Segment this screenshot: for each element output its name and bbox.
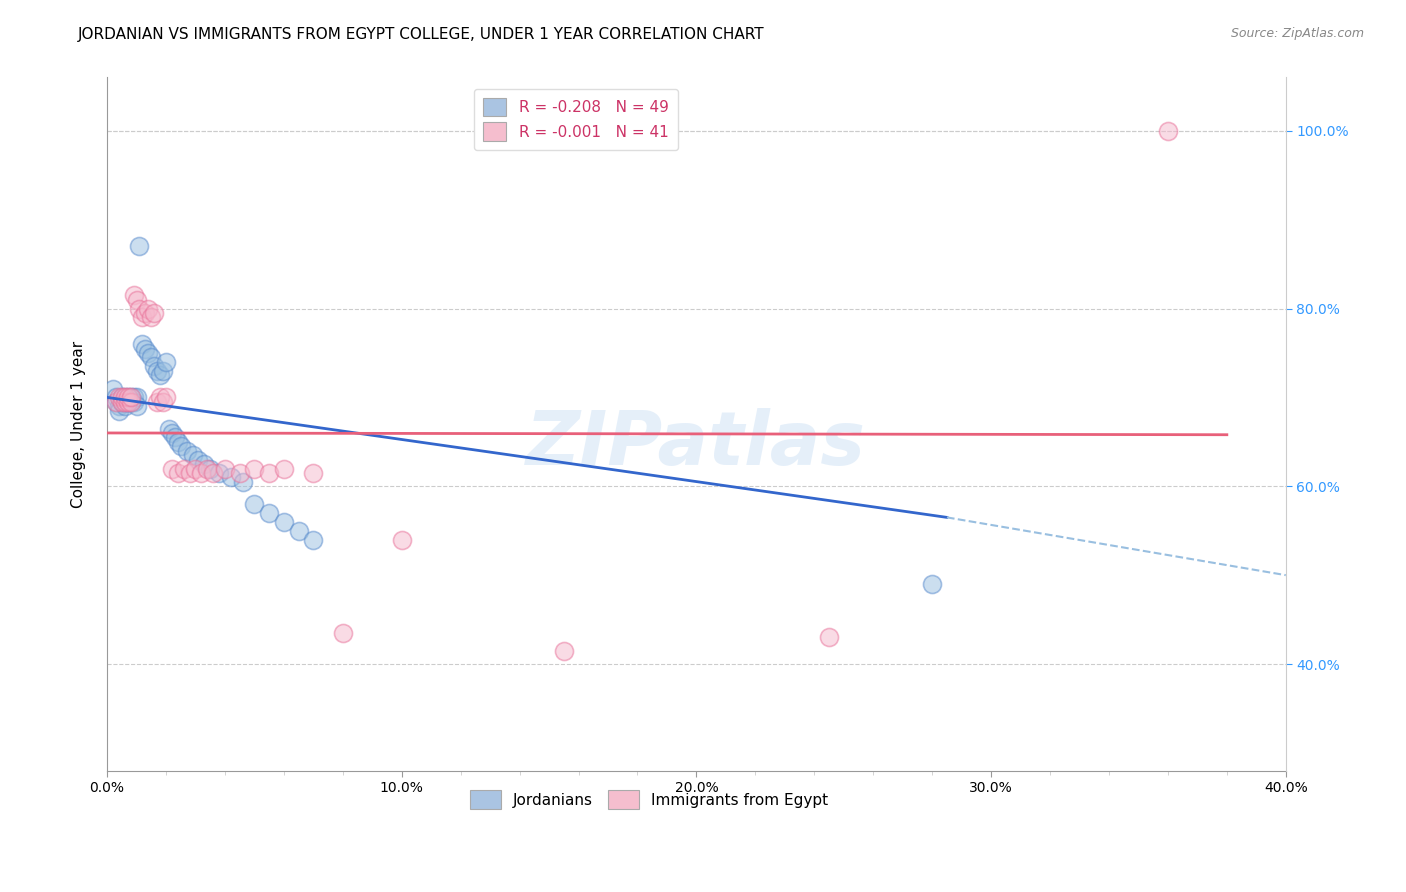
Point — [160, 461, 183, 475]
Point — [120, 394, 142, 409]
Point — [200, 461, 222, 475]
Point — [187, 452, 209, 467]
Point — [391, 533, 413, 547]
Point — [818, 631, 841, 645]
Point — [117, 391, 139, 405]
Point — [228, 466, 250, 480]
Point — [120, 391, 142, 405]
Point — [179, 466, 201, 480]
Point — [125, 399, 148, 413]
Y-axis label: College, Under 1 year: College, Under 1 year — [72, 341, 86, 508]
Point — [125, 293, 148, 307]
Point — [243, 497, 266, 511]
Point — [173, 461, 195, 475]
Point — [125, 391, 148, 405]
Point — [166, 466, 188, 480]
Legend: Jordanians, Immigrants from Egypt: Jordanians, Immigrants from Egypt — [464, 784, 834, 815]
Text: ZIPatlas: ZIPatlas — [526, 409, 866, 482]
Point — [553, 643, 575, 657]
Point — [122, 394, 145, 409]
Point — [117, 394, 139, 409]
Point — [921, 577, 943, 591]
Point — [111, 394, 134, 409]
Point — [134, 342, 156, 356]
Point — [166, 434, 188, 449]
Point — [152, 394, 174, 409]
Point — [273, 515, 295, 529]
Point — [108, 403, 131, 417]
Point — [131, 337, 153, 351]
Point — [219, 470, 242, 484]
Point — [152, 364, 174, 378]
Point — [141, 310, 163, 325]
Point — [143, 359, 166, 374]
Point — [149, 368, 172, 383]
Point — [101, 382, 124, 396]
Point — [146, 394, 169, 409]
Point — [157, 421, 180, 435]
Point — [128, 301, 150, 316]
Point — [232, 475, 254, 489]
Point — [108, 399, 131, 413]
Point — [111, 391, 134, 405]
Point — [104, 391, 127, 405]
Point — [273, 461, 295, 475]
Point — [208, 466, 231, 480]
Point — [170, 439, 193, 453]
Point — [243, 461, 266, 475]
Point — [117, 394, 139, 409]
Point — [104, 394, 127, 409]
Point — [122, 288, 145, 302]
Point — [195, 461, 218, 475]
Point — [146, 364, 169, 378]
Point — [117, 391, 139, 405]
Point — [104, 394, 127, 409]
Point — [155, 355, 177, 369]
Point — [155, 391, 177, 405]
Point — [160, 425, 183, 440]
Point — [149, 391, 172, 405]
Point — [111, 391, 134, 405]
Point — [120, 391, 142, 405]
Point — [181, 448, 204, 462]
Point — [287, 524, 309, 538]
Point — [128, 239, 150, 253]
Point — [214, 461, 236, 475]
Point — [176, 443, 198, 458]
Point — [1157, 124, 1180, 138]
Point — [111, 394, 134, 409]
Point — [184, 461, 207, 475]
Point — [122, 391, 145, 405]
Point — [114, 391, 136, 405]
Point — [136, 346, 159, 360]
Point — [257, 506, 280, 520]
Point — [114, 394, 136, 409]
Point — [141, 351, 163, 365]
Point — [302, 466, 325, 480]
Point — [332, 626, 354, 640]
Point — [114, 391, 136, 405]
Text: JORDANIAN VS IMMIGRANTS FROM EGYPT COLLEGE, UNDER 1 YEAR CORRELATION CHART: JORDANIAN VS IMMIGRANTS FROM EGYPT COLLE… — [77, 27, 763, 42]
Point — [136, 301, 159, 316]
Point — [117, 394, 139, 409]
Point — [134, 306, 156, 320]
Point — [120, 394, 142, 409]
Point — [114, 394, 136, 409]
Point — [163, 430, 186, 444]
Point — [257, 466, 280, 480]
Point — [302, 533, 325, 547]
Text: Source: ZipAtlas.com: Source: ZipAtlas.com — [1230, 27, 1364, 40]
Point — [114, 399, 136, 413]
Point — [131, 310, 153, 325]
Point — [111, 394, 134, 409]
Point — [143, 306, 166, 320]
Point — [108, 391, 131, 405]
Point — [193, 457, 215, 471]
Point — [202, 466, 225, 480]
Point — [190, 466, 212, 480]
